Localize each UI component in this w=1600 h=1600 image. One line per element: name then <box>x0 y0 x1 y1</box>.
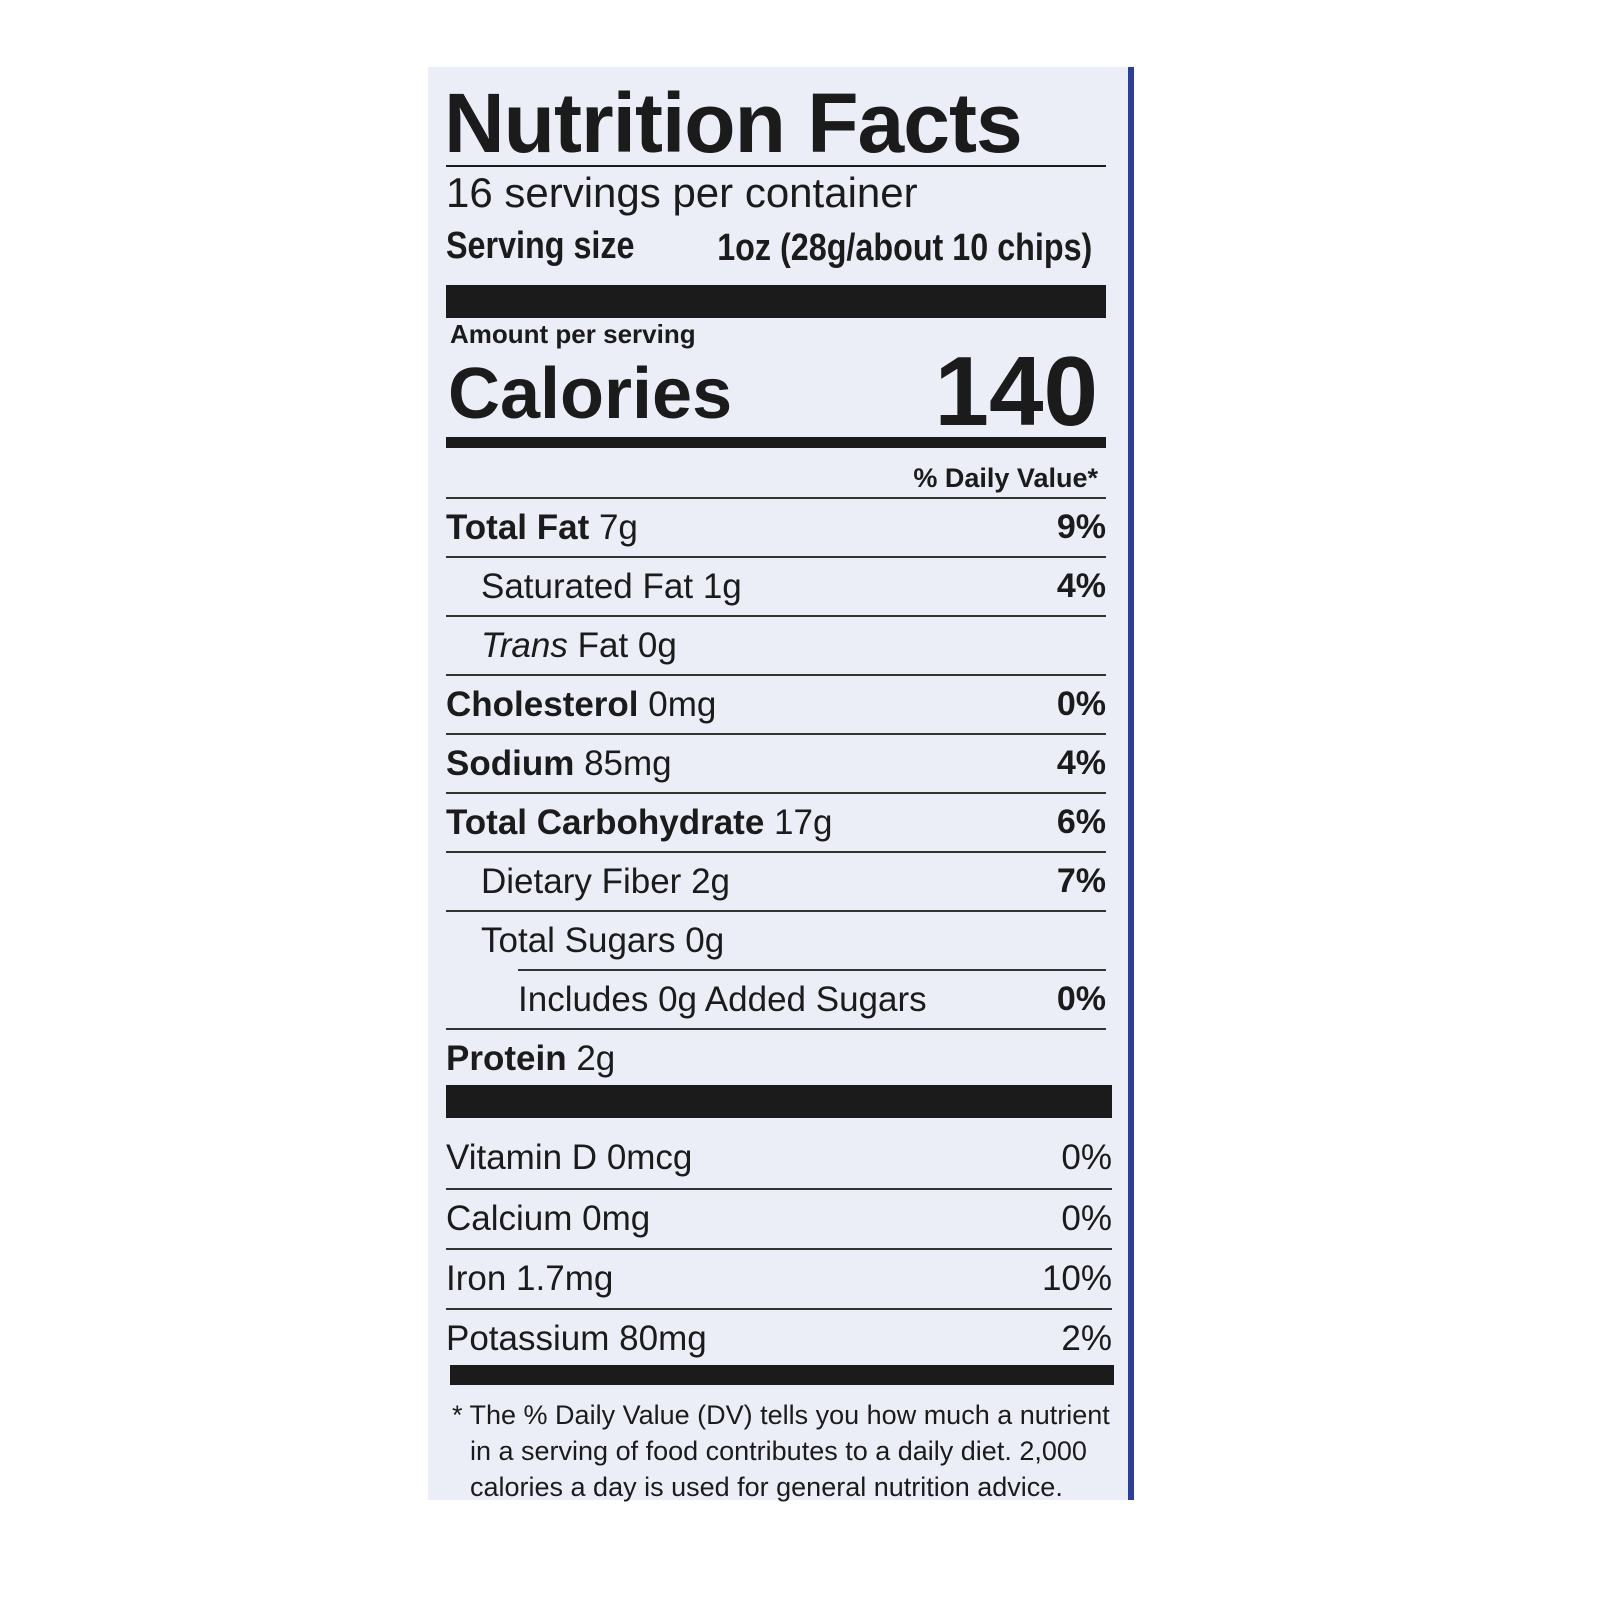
nutrient-amount: 85mg <box>584 743 672 783</box>
nutrient-amount: 2g <box>576 1038 616 1078</box>
daily-value: 4% <box>1056 744 1106 782</box>
thick-rule <box>446 285 1106 318</box>
nutrition-label: Nutrition Facts 16 servings per containe… <box>428 67 1134 1502</box>
vitamin-row: Potassium 80mg 2% <box>446 1308 1112 1368</box>
nutrient-name: Cholesterol <box>446 684 639 724</box>
daily-value: 2% <box>1061 1319 1112 1358</box>
nutrient-name: Sodium <box>446 743 575 783</box>
nutrient-name: Saturated Fat <box>481 566 694 606</box>
vitamin-name: Iron <box>446 1259 507 1298</box>
daily-value: 7% <box>1056 862 1106 900</box>
nutrient-amount: 17g <box>774 802 833 842</box>
nutrient-row: Includes 0g Added Sugars 0% <box>518 969 1106 1028</box>
nutrient-name: Protein <box>446 1038 567 1078</box>
nutrient-row: Cholesterol 0mg 0% <box>446 674 1106 733</box>
nutrient-row: Total Carbohydrate 17g 6% <box>446 792 1106 851</box>
nutrient-name: Total Fat <box>446 507 590 547</box>
nutrient-left: Total Sugars 0g <box>446 921 724 961</box>
nutrient-row: Total Sugars 0g <box>446 910 1106 969</box>
nutrient-amount: 7g <box>598 507 638 547</box>
vitamin-row: Vitamin D 0mcg 0% <box>446 1128 1112 1188</box>
nutrient-name: Total Carbohydrate <box>446 802 765 842</box>
footnote: * The % Daily Value (DV) tells you how m… <box>452 1400 1110 1502</box>
nutrient-amount: 0g <box>637 625 677 665</box>
calories-value: 140 <box>934 336 1098 446</box>
nutrient-row: Sodium 85mg 4% <box>446 733 1106 792</box>
nutrient-left: Saturated Fat 1g <box>446 567 742 607</box>
vitamin-amount: 0mcg <box>606 1138 693 1177</box>
nutrient-left: Total Carbohydrate 17g <box>446 803 832 843</box>
serving-size-value: 1oz (28g/about 10 chips) <box>716 227 1092 269</box>
daily-value: 0% <box>1061 1138 1112 1177</box>
daily-value: 0% <box>1056 980 1106 1018</box>
vitamin-amount: 1.7mg <box>516 1259 614 1298</box>
thick-rule <box>450 1365 1114 1385</box>
serving-size-label: Serving size <box>446 225 635 267</box>
nutrient-left: Protein 2g <box>446 1039 615 1079</box>
vitamin-name: Vitamin D <box>446 1138 598 1177</box>
nutrient-row: Trans Fat 0g <box>446 615 1106 674</box>
calories-label: Calories <box>448 354 733 434</box>
vitamin-row: Iron 1.7mg 10% <box>446 1248 1112 1308</box>
vitamin-amount: 0mg <box>582 1199 651 1238</box>
medium-rule <box>446 437 1106 448</box>
vitamin-name: Potassium <box>446 1319 610 1358</box>
nutrient-name: Dietary Fiber <box>481 861 682 901</box>
vitamin-left: Calcium 0mg <box>446 1199 650 1239</box>
daily-value: 6% <box>1056 803 1106 841</box>
nutrient-amount: 0mg <box>648 684 717 724</box>
nutrient-left: Trans Fat 0g <box>446 626 677 666</box>
vitamin-amount: 80mg <box>619 1319 707 1358</box>
thick-rule <box>446 1085 1112 1118</box>
nutrient-amount: 0g <box>685 920 725 960</box>
nutrient-name: Fat <box>577 625 629 665</box>
daily-value: 0% <box>1061 1199 1112 1238</box>
nutrient-row: Protein 2g <box>446 1028 1106 1087</box>
title: Nutrition Facts <box>444 76 1023 170</box>
amount-per-serving: Amount per serving <box>450 319 696 349</box>
nutrient-name: Trans <box>481 625 568 665</box>
nutrient-name: Total Sugars <box>481 920 676 960</box>
daily-value: 0% <box>1056 685 1106 723</box>
nutrient-left: Includes 0g Added Sugars <box>518 980 927 1020</box>
nutrient-name: Includes 0g Added Sugars <box>518 979 927 1019</box>
nutrient-left: Cholesterol 0mg <box>446 685 716 725</box>
nutrient-row: Dietary Fiber 2g 7% <box>446 851 1106 910</box>
vitamin-left: Iron 1.7mg <box>446 1259 613 1299</box>
vitamin-left: Potassium 80mg <box>446 1319 707 1359</box>
nutrient-amount: 2g <box>691 861 730 901</box>
daily-value-header: % Daily Value* <box>913 463 1098 493</box>
daily-value: 9% <box>1056 508 1106 546</box>
vitamin-name: Calcium <box>446 1199 573 1238</box>
nutrient-amount: 1g <box>702 566 742 606</box>
daily-value: 4% <box>1056 567 1106 605</box>
nutrient-left: Sodium 85mg <box>446 744 672 784</box>
nutrient-left: Total Fat 7g <box>446 508 638 548</box>
nutrient-left: Dietary Fiber 2g <box>446 862 730 902</box>
nutrient-row: Saturated Fat 1g 4% <box>446 556 1106 615</box>
daily-value: 10% <box>1041 1259 1112 1298</box>
vitamin-row: Calcium 0mg 0% <box>446 1188 1112 1248</box>
vitamin-left: Vitamin D 0mcg <box>446 1138 692 1178</box>
servings: 16 servings per container <box>446 169 918 216</box>
rule <box>446 165 1106 167</box>
nutrient-row: Total Fat 7g 9% <box>446 497 1106 556</box>
